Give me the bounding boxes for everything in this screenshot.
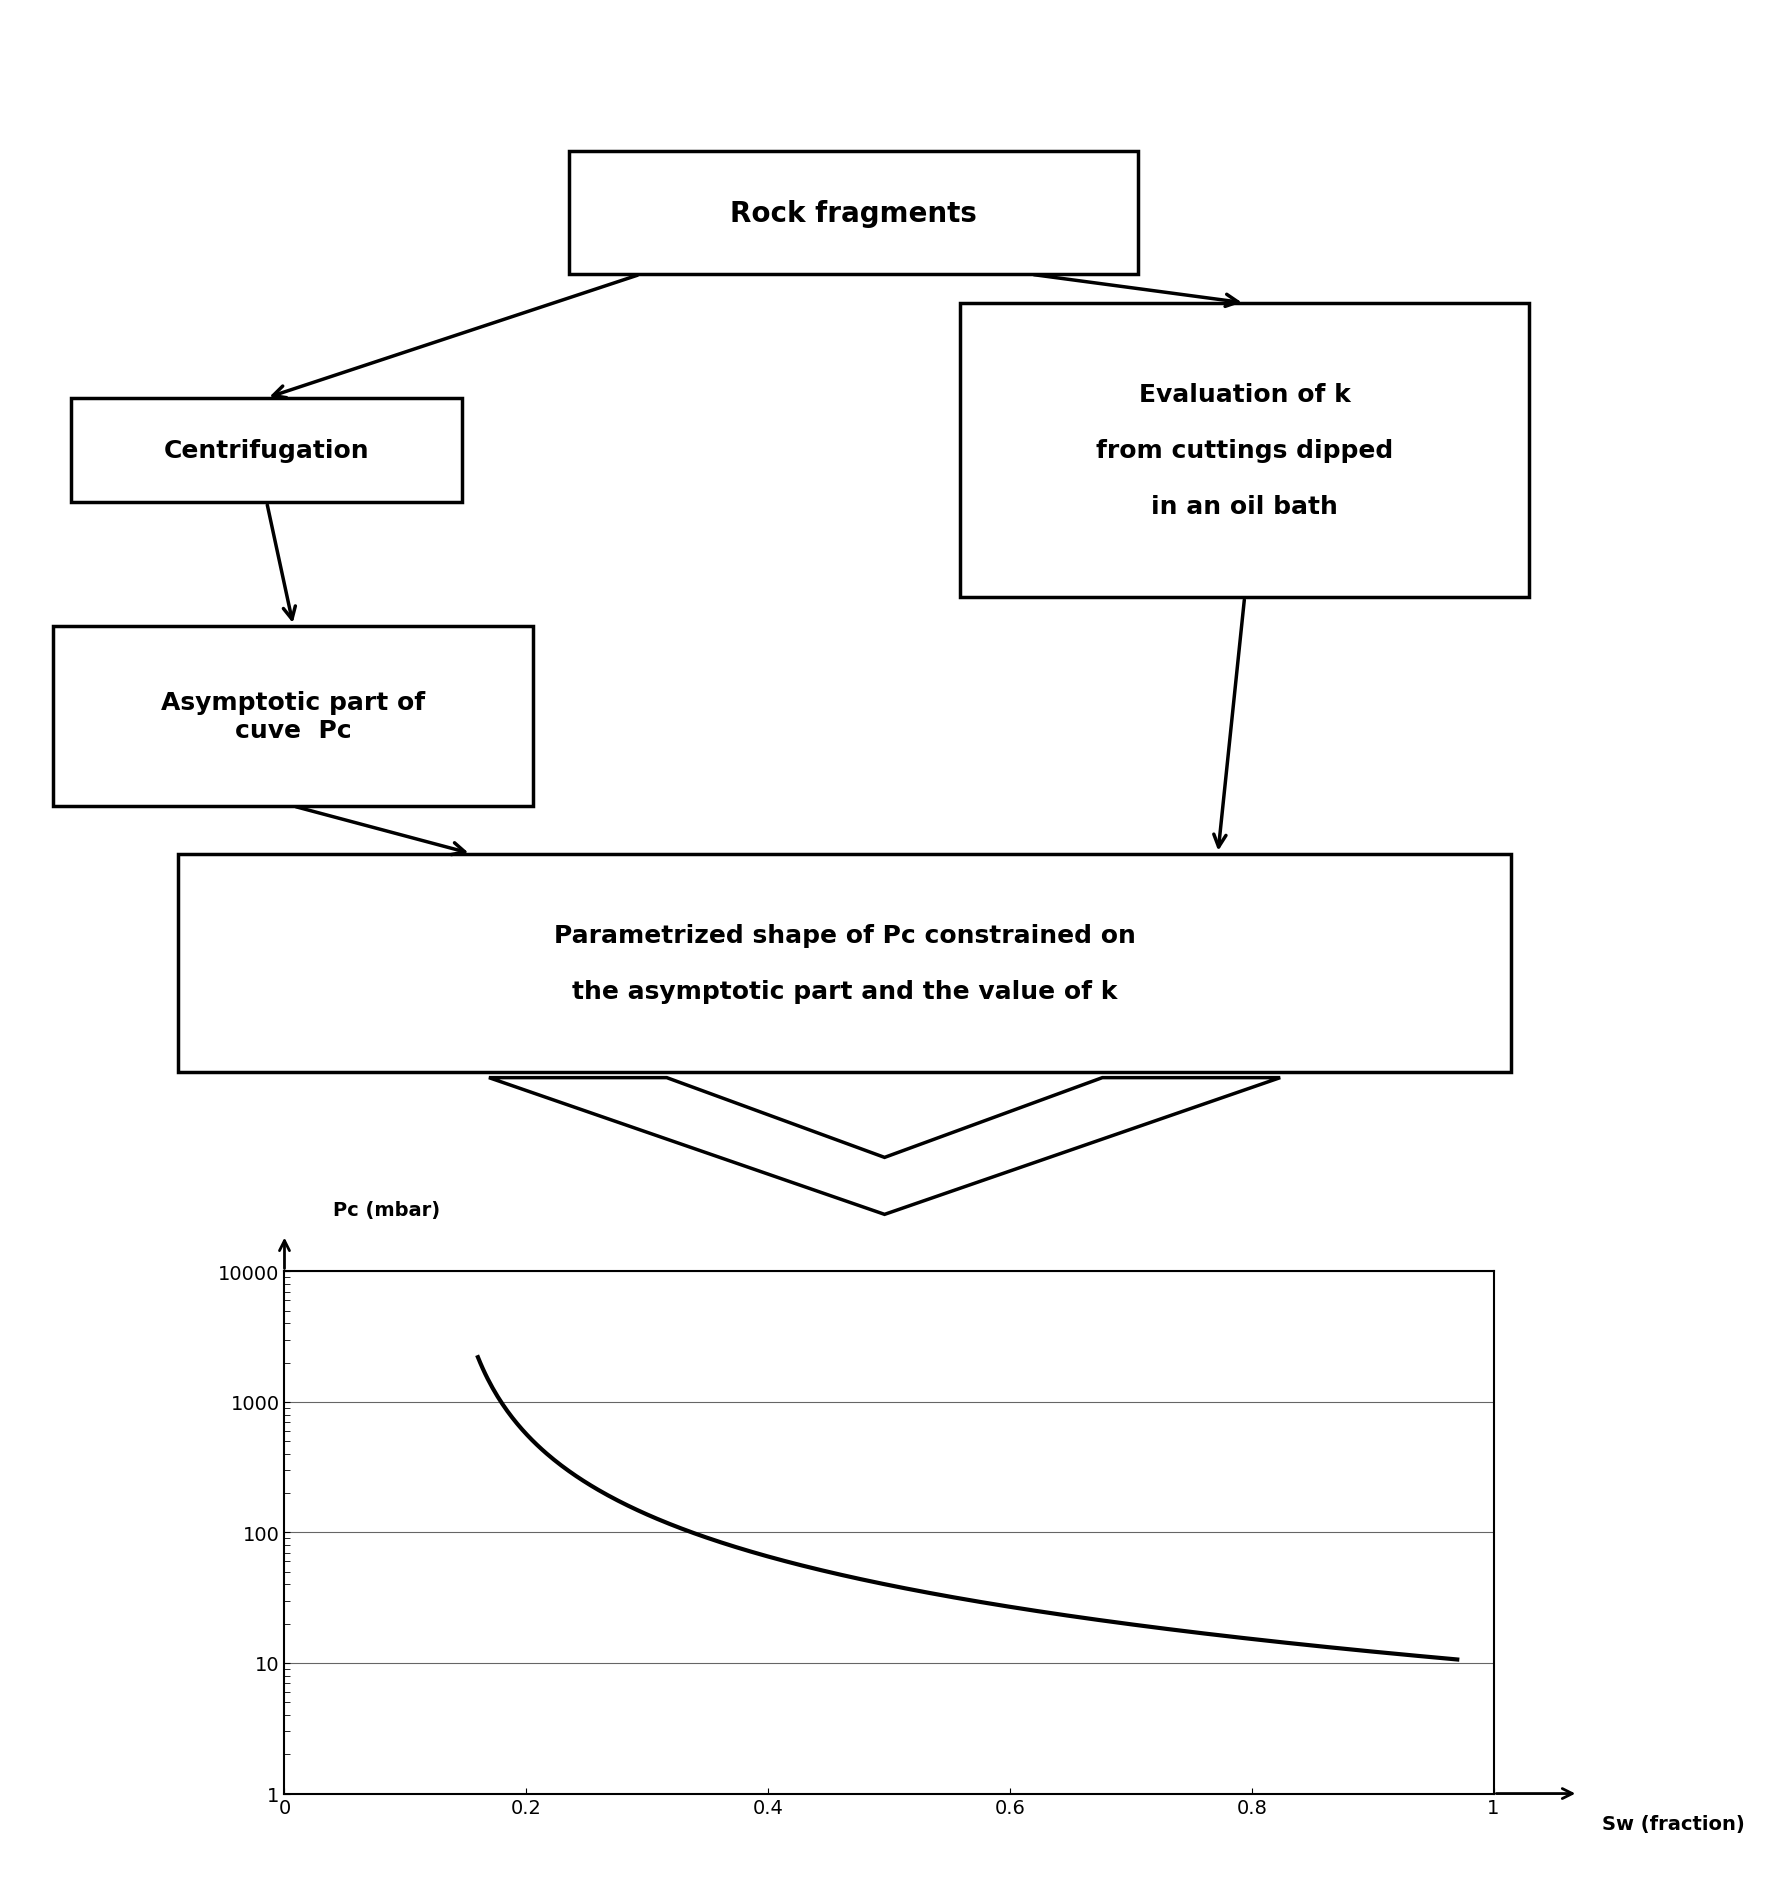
Text: Rock fragments: Rock fragments bbox=[731, 199, 976, 228]
FancyBboxPatch shape bbox=[178, 854, 1511, 1072]
Text: Parametrized shape of Pc constrained on

the asymptotic part and the value of k: Parametrized shape of Pc constrained on … bbox=[553, 924, 1136, 1002]
Text: Evaluation of k

from cuttings dipped

in an oil bath: Evaluation of k from cuttings dipped in … bbox=[1095, 383, 1394, 518]
Text: Sw (fraction): Sw (fraction) bbox=[1602, 1814, 1744, 1833]
Text: Asymptotic part of
cuve  Pc: Asymptotic part of cuve Pc bbox=[162, 691, 425, 742]
FancyBboxPatch shape bbox=[569, 152, 1138, 275]
Text: Centrifugation: Centrifugation bbox=[164, 438, 370, 463]
FancyBboxPatch shape bbox=[53, 626, 533, 807]
FancyBboxPatch shape bbox=[71, 399, 462, 503]
Polygon shape bbox=[489, 1078, 1280, 1215]
Text: Pc (mbar): Pc (mbar) bbox=[332, 1200, 439, 1220]
FancyBboxPatch shape bbox=[960, 304, 1529, 598]
